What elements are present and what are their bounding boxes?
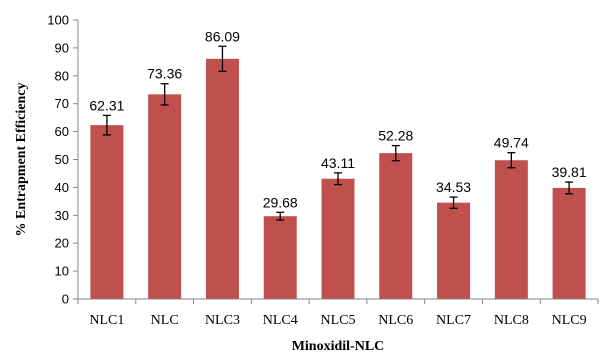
error-bar	[507, 152, 516, 169]
error-bars	[102, 45, 574, 221]
error-bar	[391, 144, 400, 162]
x-tick-label: NLC8	[494, 313, 529, 328]
error-bar	[102, 114, 111, 136]
y-tick-label: 40	[55, 180, 69, 195]
bar	[437, 202, 471, 299]
y-axis-title: % Entrapment Efficiency	[14, 83, 29, 237]
x-tick-label: NLC9	[552, 313, 587, 328]
y-axis-ticks: 0 10 20 30 40 50 60 70 80 90 100	[47, 13, 599, 307]
bar-series	[90, 58, 586, 300]
data-label: 43.11	[321, 155, 355, 171]
y-tick-label: 80	[55, 68, 69, 83]
bar	[90, 125, 124, 300]
error-bar	[334, 172, 342, 186]
x-axis-categories: NLC1 NLC NLC3 NLC4 NLC5 NLC6 NLC7 NLC8 NLC9	[89, 313, 586, 328]
bar	[148, 94, 182, 300]
y-tick-label: 10	[55, 264, 69, 279]
bar	[494, 160, 528, 299]
bar	[321, 178, 355, 299]
y-tick-label: 50	[55, 152, 69, 167]
data-label: 52.28	[378, 128, 413, 144]
bar	[263, 216, 297, 299]
bar	[205, 58, 239, 299]
data-labels: 62.31 73.36 86.09 29.68 43.11 52.28 34.53 49.74…	[89, 28, 586, 210]
error-bar	[276, 211, 285, 221]
y-tick-label: 60	[55, 124, 69, 139]
data-label: 86.09	[205, 28, 240, 44]
error-bar	[218, 45, 227, 73]
bar	[552, 187, 586, 299]
data-label: 39.81	[552, 164, 587, 180]
error-bar	[160, 83, 169, 106]
data-label: 34.53	[436, 179, 471, 195]
data-label: 49.74	[494, 135, 529, 151]
y-tick-label: 20	[55, 236, 69, 251]
x-axis-title: Minoxidil-NLC	[292, 339, 385, 354]
bar	[379, 153, 413, 299]
y-tick-label: 0	[62, 292, 69, 307]
x-tick-label: NLC6	[378, 313, 413, 328]
x-tick-label: NLC1	[89, 313, 124, 328]
x-tick-label: NLC4	[263, 313, 298, 328]
x-tick-label: NLC7	[436, 313, 471, 328]
error-bar	[449, 196, 458, 209]
error-bar	[565, 181, 574, 195]
data-label: 62.31	[89, 97, 124, 113]
data-label: 73.36	[147, 66, 182, 82]
y-tick-label: 30	[55, 208, 69, 223]
y-tick-label: 90	[55, 40, 69, 55]
y-tick-label: 100	[47, 13, 69, 28]
x-tick-label: NLC	[151, 313, 179, 328]
x-tick-label: NLC5	[321, 313, 356, 328]
data-label: 29.68	[263, 194, 298, 210]
x-tick-label: NLC3	[205, 313, 240, 328]
y-tick-label: 70	[55, 96, 69, 111]
